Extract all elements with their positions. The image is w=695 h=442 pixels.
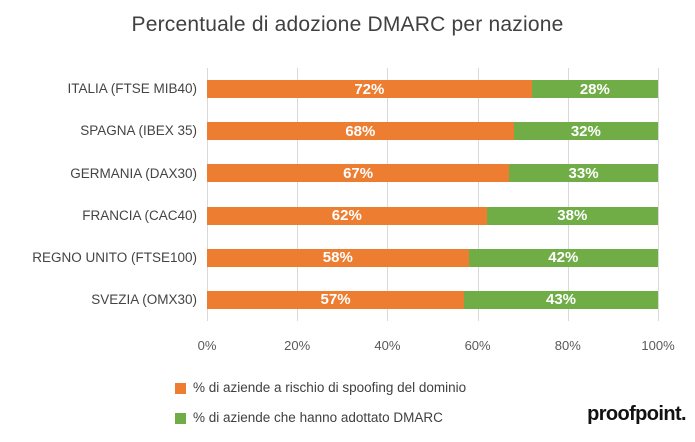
gridline	[207, 68, 208, 321]
chart-title: Percentuale di adozione DMARC per nazion…	[131, 13, 564, 36]
bars-container: 72% 28% 68% 32% 67% 33% 62% 38% 58% 42% 57% 43%	[207, 68, 658, 321]
proofpoint-logo: proofpoint.	[587, 403, 687, 425]
bar-segment: 62%	[207, 206, 487, 225]
bar-segment: 72%	[207, 80, 532, 99]
category-labels: ITALIA (FTSE MIB40) SPAGNA (IBEX 35) GERMA…	[0, 68, 197, 321]
legend-label: % di aziende a rischio di spoofing del d…	[193, 380, 467, 396]
bar-row: 67% 33%	[207, 164, 658, 183]
bar-segment: 38%	[486, 206, 658, 225]
legend-item: % di aziende a rischio di spoofing del d…	[175, 381, 466, 395]
x-tick-label: 20%	[284, 338, 311, 353]
bar-row: 62% 38%	[207, 206, 658, 225]
bar-segment: 58%	[207, 248, 469, 267]
data-label: 38%	[557, 207, 588, 225]
data-label: 42%	[548, 249, 579, 267]
gridline	[658, 68, 659, 321]
legend: % di aziende a rischio di spoofing del d…	[175, 381, 466, 441]
category-label: SPAGNA (IBEX 35)	[80, 123, 197, 139]
x-tick-label: 100%	[641, 338, 675, 353]
x-axis-ticks: 0% 20% 40% 60% 80% 100%	[198, 338, 675, 355]
data-label: 28%	[579, 80, 610, 98]
legend-item: % di aziende che hanno adottato DMARC	[175, 411, 466, 425]
data-label: 72%	[354, 80, 385, 98]
category-label: SVEZIA (OMX30)	[91, 292, 197, 308]
category-label: GERMANIA (DAX30)	[70, 165, 197, 181]
bar-segment: 43%	[464, 290, 658, 309]
x-tick-label: 60%	[464, 338, 491, 353]
bar-segment: 32%	[513, 122, 658, 141]
bar-segment: 67%	[207, 164, 510, 183]
bar-row: 57% 43%	[207, 290, 658, 309]
gridlines	[207, 68, 659, 321]
bar-row: 72% 28%	[207, 80, 658, 99]
data-label: 33%	[568, 164, 599, 182]
category-label: FRANCIA (CAC40)	[82, 207, 197, 223]
category-label: REGNO UNITO (FTSE100)	[32, 249, 197, 265]
legend-label: % di aziende che hanno adottato DMARC	[193, 410, 443, 426]
bar-segment: 42%	[468, 248, 658, 267]
gridline	[477, 68, 479, 321]
legend-swatch	[175, 382, 186, 394]
bar-segment: 68%	[207, 122, 514, 141]
data-label: 32%	[570, 122, 601, 140]
data-label: 67%	[343, 164, 374, 182]
data-label: 58%	[322, 249, 353, 267]
bar-row: 58% 42%	[207, 248, 658, 267]
gridline	[567, 68, 569, 321]
bar-segment: 28%	[531, 80, 658, 99]
gridline	[297, 68, 299, 321]
data-label: 68%	[345, 122, 376, 140]
bar-segment: 33%	[509, 164, 658, 183]
data-label: 43%	[546, 291, 577, 309]
x-tick-label: 0%	[197, 338, 217, 353]
gridline	[387, 68, 389, 321]
x-tick-label: 80%	[554, 338, 581, 353]
plot-area: 72% 28% 68% 32% 67% 33% 62% 38% 58% 42% 57% 43%	[207, 68, 659, 321]
data-label: 57%	[320, 291, 351, 309]
data-label: 62%	[331, 207, 362, 225]
bar-segment: 57%	[207, 290, 465, 309]
bar-row: 68% 32%	[207, 122, 658, 141]
x-tick-label: 40%	[374, 338, 401, 353]
legend-swatch	[175, 412, 186, 424]
category-label: ITALIA (FTSE MIB40)	[67, 81, 197, 97]
